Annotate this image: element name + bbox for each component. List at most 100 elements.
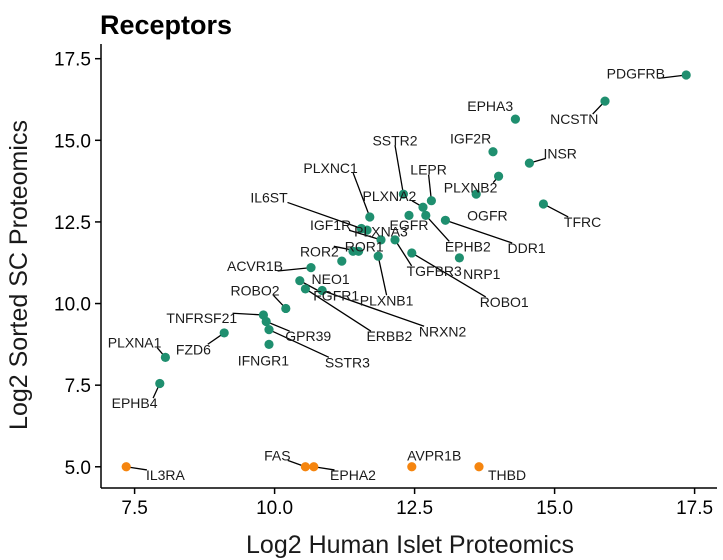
point-label: EPHB4 [112,395,158,411]
leader-line [305,288,372,332]
point-label: FAS [264,447,290,463]
data-point [300,284,310,294]
leader-line [277,266,312,272]
point-label: ROBO2 [230,282,279,298]
leader-line [268,329,330,358]
leader-line [445,219,513,244]
x-tick-label: 15.0 [536,498,573,519]
point-label: IGF2R [450,131,491,147]
leader-line [394,239,413,267]
point-label: NRP1 [463,266,501,282]
leader-line [425,214,450,242]
x-tick-label: 10.0 [256,498,293,519]
point-label: EPHB2 [445,238,491,254]
point-label: LEPR [410,162,447,178]
point-label: EGFR [390,217,429,233]
data-point [264,325,274,335]
data-point [407,462,417,472]
point-label: IL6ST [250,189,288,205]
y-tick-label: 15.0 [54,131,91,152]
point-label: ACVR1B [227,258,283,274]
data-point [309,462,319,472]
data-point [376,235,386,245]
data-point [317,285,327,296]
data-point [538,199,549,209]
data-point [264,339,274,349]
data-point [261,316,271,327]
data-point [407,248,417,258]
point-label: EPHA3 [467,98,513,114]
point-label: THBD [488,467,526,483]
data-point [121,462,131,472]
leader-line [377,256,388,296]
y-tick-label: 12.5 [54,213,91,234]
point-label: PDGFRB [607,65,665,81]
y-tick-label: 7.5 [65,376,91,397]
data-point [494,171,504,181]
point-label: TFRC [564,214,601,230]
leader-line [658,74,687,80]
data-point [510,114,520,124]
point-label: PLXNB2 [444,180,498,196]
point-label: NEO1 [312,271,350,287]
point-label: IGF1R [310,217,351,233]
data-point [390,235,400,245]
data-point [471,189,481,199]
point-label: ERBB2 [366,328,412,344]
point-label: ROR1 [345,238,384,254]
point-label: NCSTN [550,111,598,127]
point-label: DDR1 [508,240,546,256]
point-label: ROR2 [300,243,339,259]
data-point [418,202,428,212]
point-label: IL3RA [146,467,186,483]
point-label: SSTR3 [325,354,370,370]
leader-line [352,172,371,218]
y-axis-title: Log2 Sorted SC Proteomics [5,120,33,430]
leader-line [411,252,487,298]
y-tick-label: 17.5 [54,50,91,71]
chart-title: Receptors [100,10,232,40]
data-point [300,462,310,472]
point-label: FGFR1 [313,287,359,303]
data-point [600,96,610,106]
point-label: TNFRSF21 [166,310,237,326]
point-label: PLXNB1 [360,292,414,308]
data-point [404,210,414,220]
x-tick-label: 7.5 [121,498,147,519]
leader-line [232,312,264,316]
data-point [365,212,375,222]
data-point [362,225,372,235]
point-label: OGFR [467,207,507,223]
data-point [219,328,229,338]
point-label: GPR39 [285,328,331,344]
data-point [398,189,408,199]
point-label: NRXN2 [419,323,467,339]
leader-line [543,203,569,218]
data-point [440,215,450,225]
data-point [474,462,484,472]
x-axis-title: Log2 Human Islet Proteomics [246,531,574,559]
y-tick-label: 10.0 [54,295,91,316]
plot-area: 7.5 10.0 12.5 15.0 17.5 5.0 7.5 10.0 12.5 15.0 17.… [54,44,717,519]
data-point [426,196,436,206]
data-point [373,251,383,261]
data-point [681,70,691,80]
leader-line [394,145,405,195]
data-point [281,303,291,314]
data-point [155,378,165,389]
point-label: AVPR1B [407,447,461,463]
leader-line [321,289,425,327]
data-point [488,147,498,157]
point-label: ROBO1 [480,294,529,310]
point-label: SSTR2 [372,132,417,148]
point-label: PLXNC1 [303,160,358,176]
point-label: INSR [543,145,576,161]
data-point [421,210,431,220]
x-tick-label: 17.5 [676,498,713,519]
point-label: PLXNA1 [108,335,162,351]
data-point [337,256,347,266]
leader-line [348,229,382,241]
point-label: PLXNA3 [354,224,408,240]
point-label: EPHA2 [330,467,376,483]
